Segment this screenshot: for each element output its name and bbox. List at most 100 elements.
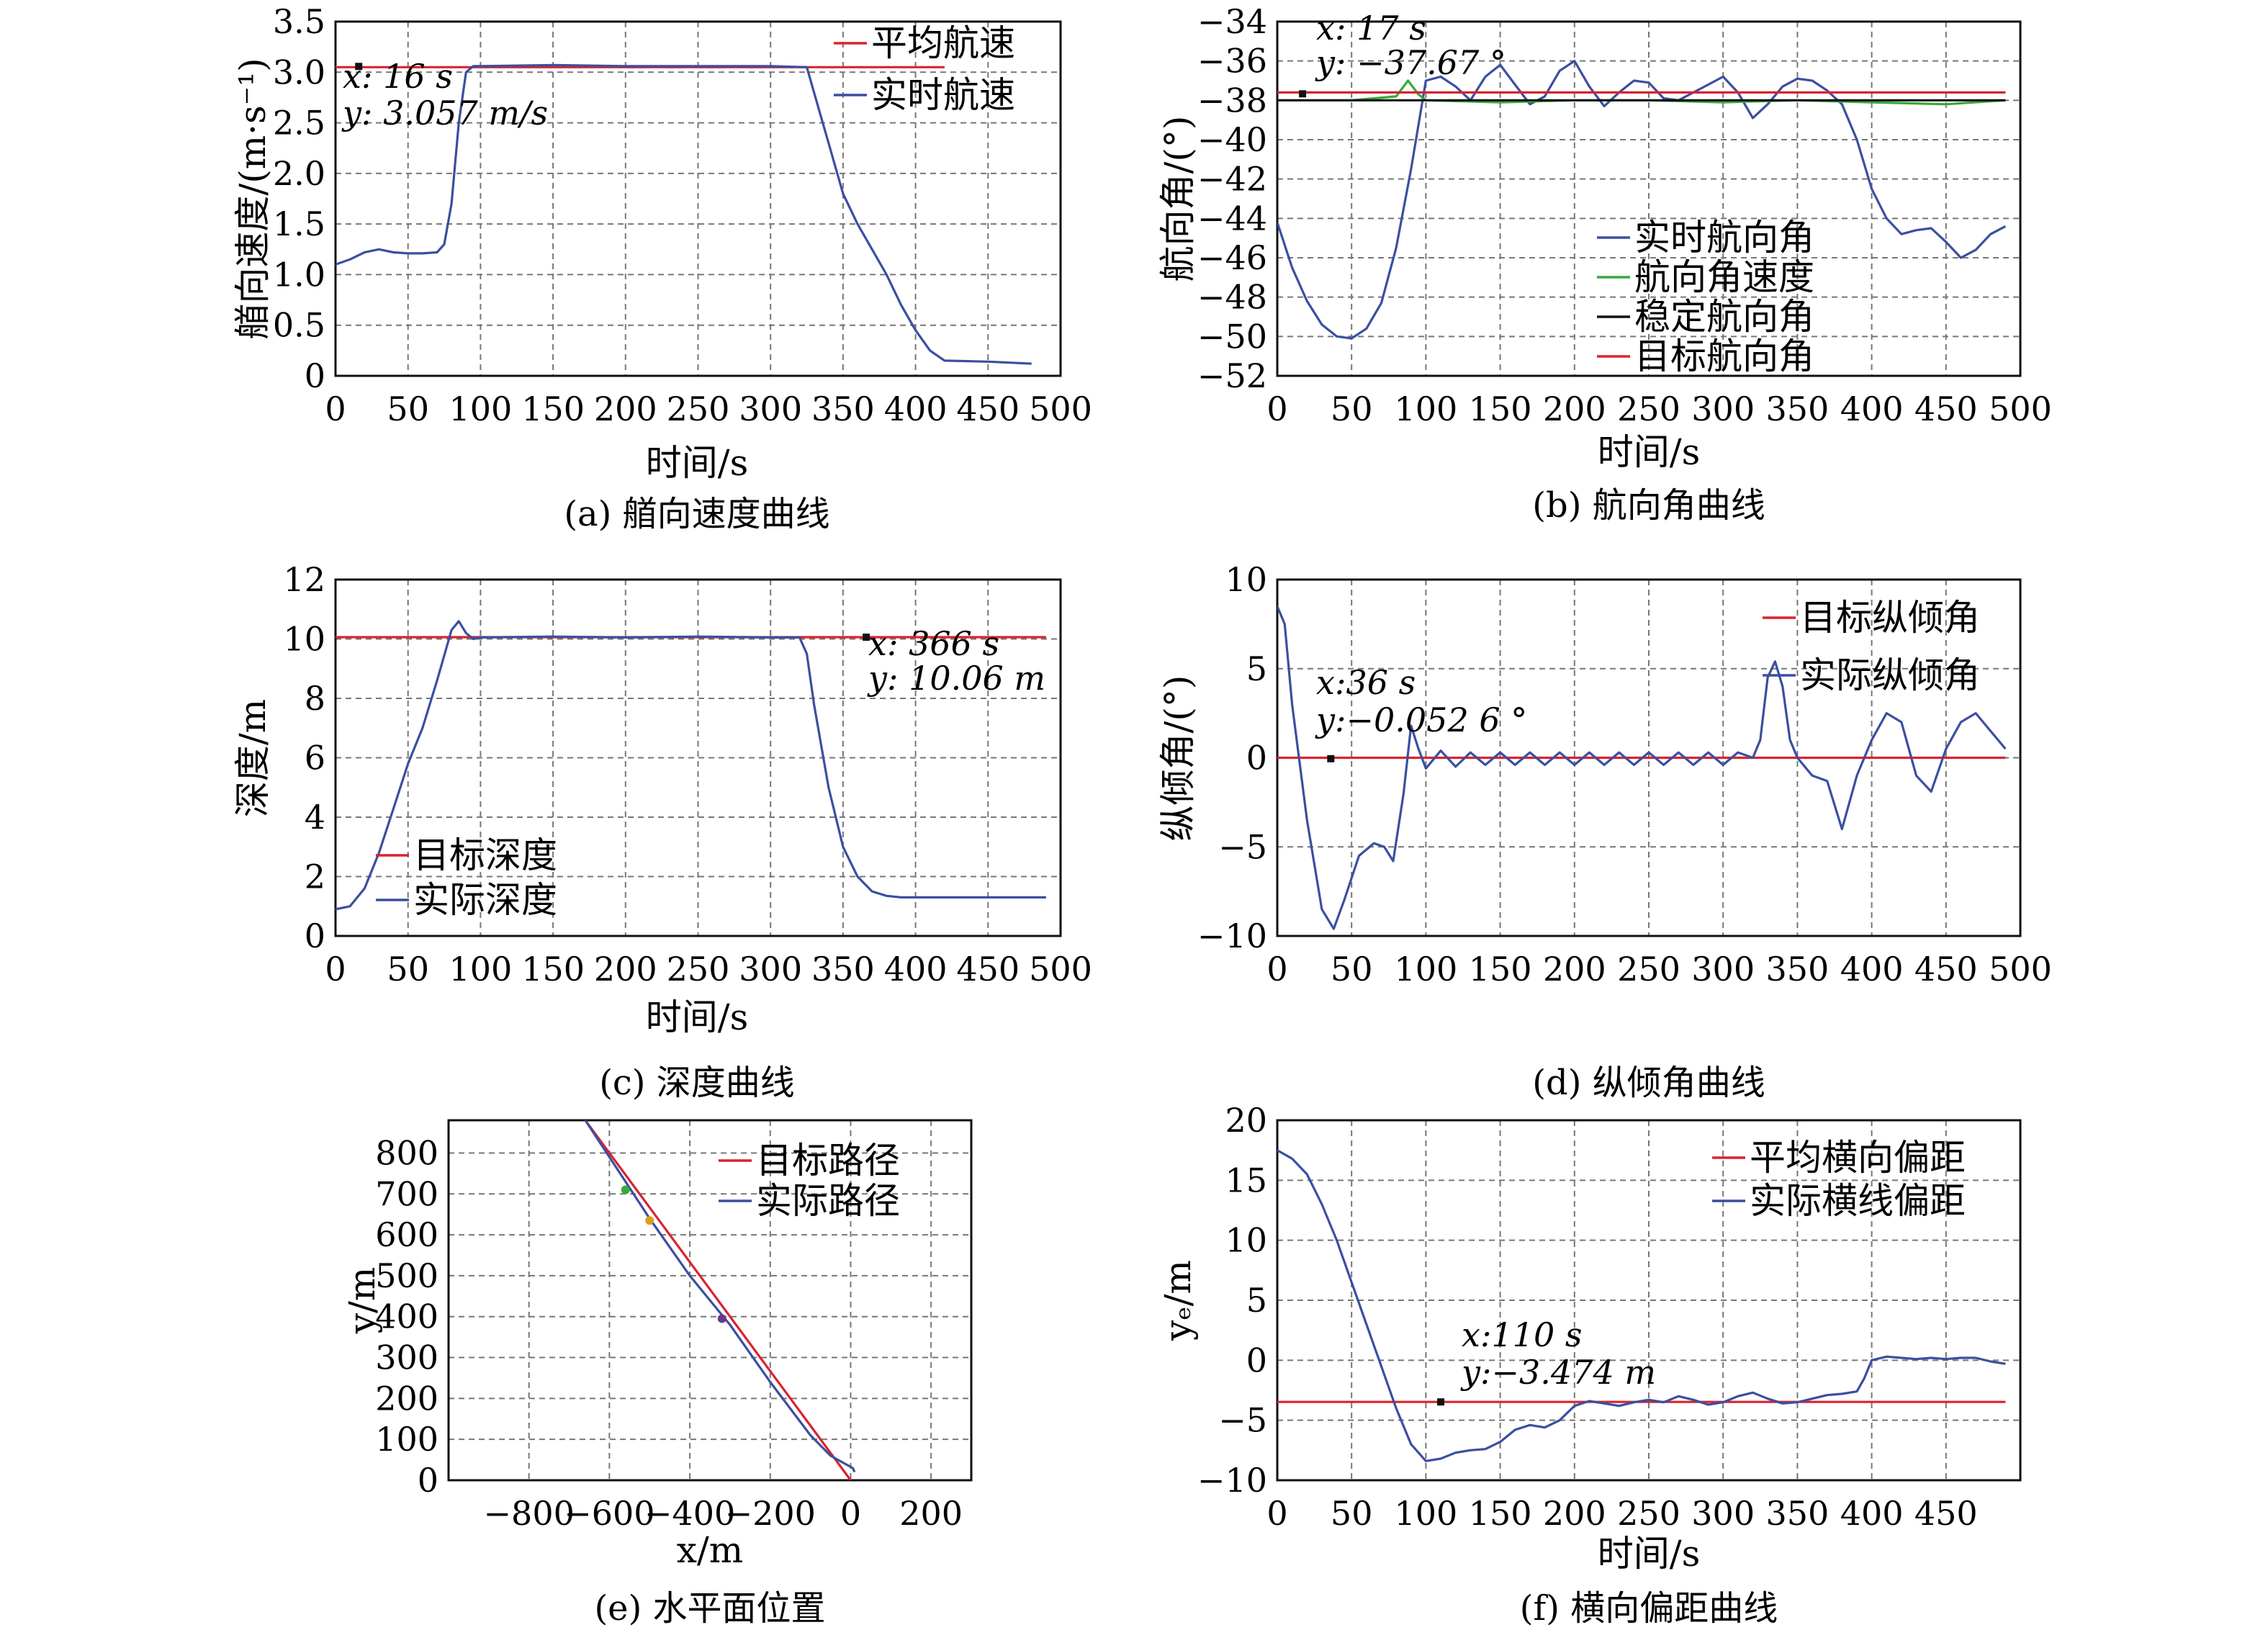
x-tick-label: 500 (1989, 390, 2052, 428)
y-axis-label: 艏向速度/(m·s⁻¹) (232, 58, 274, 339)
y-tick-label: 0 (305, 356, 325, 395)
y-tick-label: −40 (1197, 120, 1267, 159)
x-tick-label: 50 (1331, 950, 1373, 989)
x-tick-label: 0 (325, 390, 346, 428)
path-point (645, 1216, 654, 1225)
x-tick-label: 500 (1029, 390, 1092, 428)
y-tick-label: 1.5 (273, 204, 325, 243)
x-tick-label: 0 (1266, 1494, 1287, 1533)
data-cursor-marker (1327, 755, 1335, 762)
data-cursor-marker (355, 63, 363, 71)
x-tick-label: 100 (1394, 390, 1457, 428)
data-cursor-marker (1437, 1398, 1445, 1406)
legend-entry: 目标路径 (756, 1140, 900, 1181)
y-tick-label: 700 (375, 1174, 438, 1213)
data-cursor-readout: x: 366 s (868, 624, 999, 663)
series-group (1277, 605, 2007, 930)
y-tick-label: 0 (1246, 739, 1267, 778)
series-group (1277, 60, 2007, 340)
x-tick-label: 350 (1765, 950, 1829, 989)
legend-entry: 稳定航向角 (1634, 296, 1814, 338)
y-tick-label: 15 (1225, 1161, 1267, 1199)
x-tick-label: 250 (1617, 950, 1680, 989)
y-tick-label: −10 (1197, 917, 1267, 955)
plot-frame (1276, 1119, 2022, 1482)
data-cursor-marker (863, 634, 870, 641)
legend-entry: 目标航向角 (1634, 336, 1814, 377)
x-axis-label: 时间/s (1598, 1533, 1701, 1575)
x-tick-label: 150 (521, 390, 585, 428)
y-tick-label: 2.5 (273, 104, 325, 143)
y-tick-label: −46 (1197, 238, 1267, 277)
legend-entry: 实际纵倾角 (1800, 654, 1980, 696)
y-tick-label: −5 (1218, 827, 1267, 866)
x-axis-label: x/m (677, 1529, 743, 1571)
legend-entry: 实时航向角 (1634, 217, 1814, 258)
path-point (621, 1185, 630, 1194)
y-tick-label: −48 (1197, 278, 1267, 317)
legend-entry: 航向角速度 (1634, 256, 1814, 298)
data-cursor-readout: y: −37.67 ° (1315, 43, 1506, 82)
y-tick-label: 2.0 (273, 154, 325, 193)
y-tick-label: −50 (1197, 317, 1267, 356)
panel-caption: (f) 横向偏距曲线 (1520, 1588, 1778, 1629)
x-tick-label: 450 (956, 950, 1020, 989)
x-tick-label: 150 (1469, 1494, 1532, 1533)
x-tick-label: 100 (449, 950, 512, 989)
x-tick-label: 100 (1394, 950, 1457, 989)
x-tick-label: −800 (484, 1494, 575, 1533)
y-axis-label: yₑ/m (1157, 1260, 1199, 1341)
y-tick-label: −10 (1197, 1461, 1267, 1500)
data-cursor-readout: x:36 s (1316, 663, 1416, 702)
legend-entry: 实际横线偏距 (1750, 1180, 1966, 1222)
x-tick-label: 400 (884, 390, 948, 428)
legend-entry: 实际深度 (413, 879, 557, 921)
x-tick-label: 50 (387, 950, 429, 989)
x-tick-label: −200 (725, 1494, 816, 1533)
x-tick-label: 250 (1617, 1494, 1680, 1533)
x-tick-label: 250 (667, 390, 730, 428)
x-tick-label: 500 (1989, 950, 2052, 989)
series-line (336, 63, 1032, 365)
y-tick-label: 4 (305, 798, 325, 837)
y-tick-label: −5 (1218, 1401, 1267, 1440)
x-tick-label: 350 (811, 390, 875, 428)
data-cursor-readout: x: 17 s (1316, 9, 1426, 48)
y-tick-label: 10 (1225, 1221, 1267, 1260)
path-point (717, 1314, 726, 1323)
x-tick-label: 300 (739, 390, 802, 428)
plot-frame (334, 20, 1062, 377)
series-group (336, 63, 1032, 365)
y-tick-label: −34 (1197, 2, 1267, 41)
series-group (584, 1120, 856, 1480)
x-tick-label: 200 (899, 1494, 963, 1533)
x-axis-label: 时间/s (646, 996, 749, 1038)
y-tick-label: 500 (375, 1256, 438, 1295)
panel-caption: (b) 航向角曲线 (1532, 485, 1765, 526)
x-tick-label: 300 (1691, 390, 1755, 428)
y-tick-label: 200 (375, 1379, 438, 1418)
x-tick-label: 100 (1394, 1494, 1457, 1533)
x-tick-label: 150 (1469, 390, 1532, 428)
y-axis-label: 纵倾角/(°) (1157, 675, 1199, 842)
legend-entry: 实时航速 (871, 74, 1015, 116)
y-axis-label: 航向角/(°) (1157, 116, 1199, 282)
y-tick-label: 10 (1225, 560, 1267, 599)
x-tick-label: 0 (325, 950, 346, 989)
y-tick-label: 0 (418, 1461, 438, 1500)
plot-frame (334, 578, 1062, 937)
series-line (584, 1120, 852, 1480)
x-tick-label: 400 (1840, 1494, 1904, 1533)
y-tick-label: 0 (1246, 1341, 1267, 1379)
x-tick-label: 0 (840, 1494, 861, 1533)
y-tick-label: 8 (305, 679, 325, 718)
y-tick-label: −44 (1197, 199, 1267, 238)
data-cursor-marker (1299, 90, 1307, 98)
x-tick-label: 450 (1914, 390, 1978, 428)
legend-entry: 平均航速 (871, 22, 1015, 64)
x-axis-label: 时间/s (1598, 431, 1701, 473)
data-cursor-readout: x:110 s (1462, 1315, 1582, 1354)
y-axis-label: y/m (341, 1267, 383, 1335)
x-tick-label: −400 (644, 1494, 735, 1533)
